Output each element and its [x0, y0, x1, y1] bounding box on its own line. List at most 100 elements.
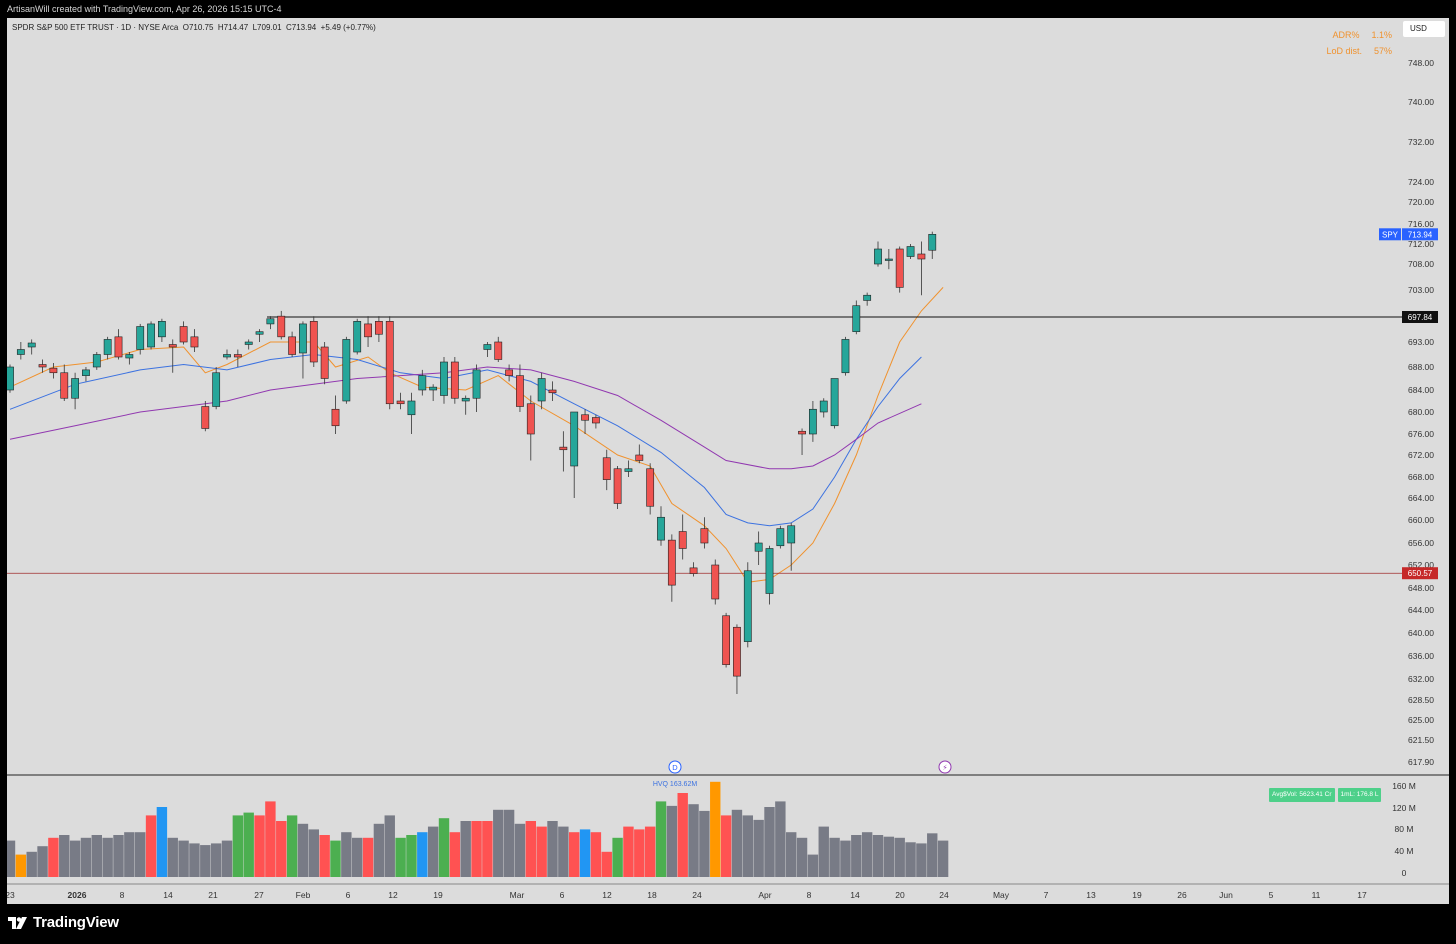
volume-bar	[200, 845, 211, 877]
candle	[309, 316, 318, 367]
candle	[516, 364, 524, 412]
volume-bar	[417, 832, 428, 877]
time-tick-label: Feb	[296, 890, 311, 900]
last-price-bg	[1402, 228, 1438, 241]
candle	[353, 318, 362, 355]
candle-body	[559, 446, 568, 451]
time-tick-label: 19	[1132, 890, 1142, 900]
volume-bar	[330, 840, 341, 877]
symbol-legend[interactable]: SPDR S&P 500 ETF TRUST · 1D · NYSE Arca …	[12, 23, 376, 32]
volume-tick-label: 160 M	[1392, 781, 1416, 791]
price-tick-label: 684.00	[1408, 385, 1434, 395]
candle	[841, 336, 850, 376]
volume-bar	[286, 815, 298, 877]
candle-body	[841, 339, 850, 374]
candle-body	[201, 406, 210, 429]
candle	[233, 349, 242, 367]
candle-body	[657, 516, 665, 541]
volume-bar	[265, 801, 276, 877]
candle	[342, 336, 351, 404]
tradingview-logo[interactable]: TradingView	[8, 914, 119, 931]
volume-bar	[406, 835, 417, 877]
candle-body	[787, 525, 796, 544]
candle-body	[874, 248, 882, 265]
candle-body	[255, 331, 264, 335]
attribution-bar: ArtisanWill created with TradingView.com…	[0, 0, 1456, 18]
volume-bar	[634, 829, 645, 877]
candle-body	[418, 375, 427, 391]
price-tick-label: 660.00	[1408, 515, 1434, 525]
volume-bar	[699, 810, 710, 877]
time-tick-label: 11	[1312, 890, 1321, 900]
volume-tick-label: 0	[1402, 868, 1407, 878]
volume-bar	[37, 846, 48, 877]
volume-bar	[710, 781, 721, 877]
candle-body	[646, 468, 655, 507]
volume-bar	[927, 833, 938, 877]
volume-bar	[514, 823, 526, 877]
candle	[852, 300, 861, 335]
candle-body	[819, 400, 828, 413]
volume-bar	[482, 821, 493, 877]
volume-bar	[167, 837, 178, 877]
candle-body	[895, 248, 904, 288]
volume-bar	[384, 815, 395, 877]
candle-body	[765, 548, 774, 594]
candle	[472, 364, 481, 412]
volume-bar	[829, 837, 840, 877]
volume-bar	[156, 807, 168, 877]
volume-bar	[861, 832, 873, 877]
price-tick-label: 724.00	[1408, 177, 1434, 187]
chart-canvas[interactable]: HVQ 163.62M 160 M 120 M 80 M 40 M 0 748.00 740…	[7, 18, 1449, 904]
candle	[689, 562, 698, 577]
candle-body	[635, 454, 644, 461]
candle-body	[678, 531, 687, 549]
volume-bar	[525, 821, 536, 877]
candle-body	[798, 430, 806, 435]
volume-bar	[916, 843, 927, 877]
volume-tick-label: 120 M	[1392, 803, 1416, 813]
adr-value: 1.1%	[1371, 30, 1392, 40]
candle-body	[537, 378, 546, 402]
candle-body	[147, 323, 155, 348]
candle	[38, 359, 47, 373]
time-tick-label: 2026	[68, 890, 87, 900]
chart-panel[interactable]: HVQ 163.62M 160 M 120 M 80 M 40 M 0 748.00 740…	[7, 18, 1449, 904]
volume-bar	[48, 837, 59, 877]
candle-body	[548, 389, 557, 394]
horizontal-levels	[7, 316, 1403, 574]
currency-button[interactable]: USD	[1403, 21, 1445, 37]
volume-bar	[113, 835, 124, 877]
price-tick-label: 664.00	[1408, 493, 1434, 503]
volume-tick-label: 40 M	[1395, 846, 1414, 856]
candle	[505, 364, 513, 382]
price-tick-label: 708.00	[1408, 259, 1434, 269]
time-tick-label: May	[993, 890, 1010, 900]
dividend-marker-circle	[668, 760, 682, 774]
price-tick-label: 703.00	[1408, 285, 1434, 295]
candle-body	[82, 369, 90, 376]
volume-bar	[807, 854, 819, 877]
candle	[158, 318, 166, 342]
candle-body	[505, 369, 513, 376]
volume-bar	[905, 842, 916, 877]
volume-bar	[569, 832, 580, 877]
candle	[396, 392, 405, 410]
tradingview-brand-text: TradingView	[33, 914, 119, 931]
candle-body	[776, 528, 785, 547]
time-tick-label: 20	[895, 890, 905, 900]
time-tick-label: 14	[850, 890, 860, 900]
price-tick-label: 688.00	[1408, 362, 1434, 372]
candle	[863, 292, 872, 306]
candle-body	[7, 366, 14, 391]
price-tick-label: 693.00	[1408, 337, 1434, 347]
candle-body	[917, 253, 926, 260]
volume-bar	[59, 835, 70, 877]
candle	[92, 352, 101, 370]
time-tick-label: 6	[560, 890, 565, 900]
volume-tick-label: 80 M	[1395, 824, 1414, 834]
candle	[906, 244, 915, 259]
candle	[678, 514, 687, 560]
time-tick-label: Apr	[758, 890, 771, 900]
candle	[635, 444, 644, 464]
